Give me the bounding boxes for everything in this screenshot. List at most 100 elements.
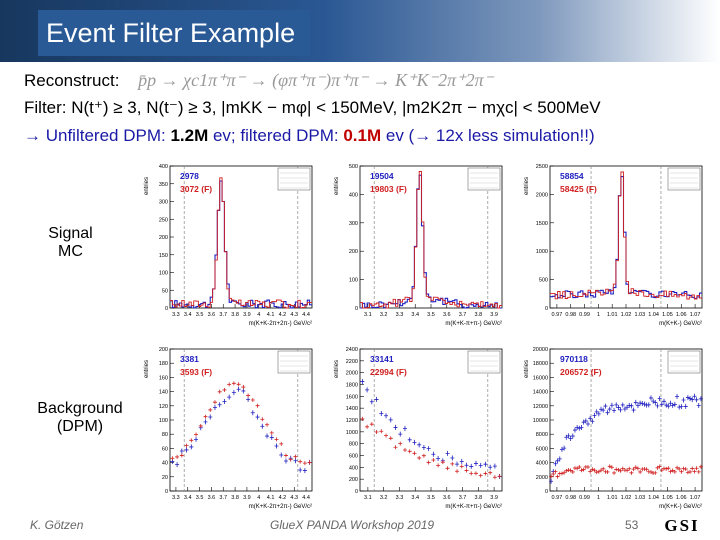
x-tick-label: 3.6: [443, 495, 451, 501]
reconstruct-label: Reconstruct:: [24, 71, 120, 90]
point-filtered: [483, 471, 488, 476]
point-unfiltered: [274, 443, 279, 449]
point-unfiltered: [698, 396, 703, 402]
point-unfiltered: [694, 397, 699, 403]
point-unfiltered: [666, 403, 671, 409]
y-tick-label: 2000: [346, 371, 358, 377]
count-filtered: 22994 (F): [370, 367, 407, 377]
point-unfiltered: [412, 439, 417, 445]
point-filtered: [657, 464, 662, 469]
series-filtered: [170, 177, 312, 309]
point-unfiltered: [464, 462, 469, 468]
point-filtered: [575, 466, 580, 471]
point-filtered: [388, 436, 393, 441]
point-filtered: [570, 469, 575, 474]
point-filtered: [616, 467, 621, 472]
count-filtered: 19803 (F): [370, 184, 407, 194]
x-tick-label: 3.6: [208, 495, 216, 501]
point-filtered: [590, 467, 595, 472]
point-filtered: [690, 466, 695, 471]
point-filtered: [559, 471, 564, 476]
point-filtered: [659, 468, 664, 473]
point-unfiltered: [625, 404, 630, 410]
point-unfiltered: [562, 445, 567, 451]
point-unfiltered: [579, 425, 584, 431]
y-tick-label: 160: [159, 375, 168, 381]
point-filtered: [369, 422, 374, 427]
point-filtered: [677, 466, 682, 471]
point-filtered: [588, 469, 593, 474]
point-unfiltered: [398, 431, 403, 437]
y-tick-label: 2400: [346, 347, 358, 353]
x-tick-label: 4.4: [302, 312, 310, 318]
point-filtered: [629, 470, 634, 475]
point-filtered: [298, 459, 303, 464]
x-tick-label: 0.97: [552, 495, 563, 501]
point-filtered: [683, 467, 688, 472]
x-tick-label: 1.01: [607, 312, 618, 318]
point-filtered: [581, 467, 586, 472]
point-unfiltered: [212, 404, 217, 410]
point-unfiltered: [670, 402, 675, 408]
point-filtered: [250, 398, 255, 403]
count-unfiltered: 3381: [180, 354, 199, 364]
point-filtered: [208, 407, 213, 412]
plot-background-chic-pipi: 0 200 400 600 800 1000 1200 1400 1600 1800 2000 220…: [330, 343, 510, 515]
point-filtered: [618, 468, 623, 473]
point-unfiltered: [227, 394, 232, 400]
y-axis-label: entries: [144, 177, 150, 195]
point-unfiltered: [614, 402, 619, 408]
point-unfiltered: [179, 448, 184, 454]
x-tick-label: 3.8: [475, 495, 483, 501]
point-filtered: [393, 445, 398, 450]
y-tick-label: 800: [349, 442, 358, 448]
y-tick-label: 200: [159, 347, 168, 353]
point-unfiltered: [431, 451, 436, 457]
point-filtered: [627, 466, 632, 471]
point-unfiltered: [690, 397, 695, 403]
point-filtered: [246, 393, 251, 398]
y-tick-label: 0: [165, 489, 168, 495]
x-tick-label: 1.02: [621, 495, 632, 501]
point-filtered: [236, 382, 241, 387]
y-tick-label: 500: [539, 278, 548, 284]
point-filtered: [633, 465, 638, 470]
point-filtered: [631, 467, 636, 472]
point-unfiltered: [298, 467, 303, 473]
point-unfiltered: [696, 402, 701, 408]
x-tick-label: 3.5: [196, 495, 204, 501]
point-unfiltered: [568, 435, 573, 441]
point-unfiltered: [469, 463, 474, 469]
count-unfiltered: 2978: [180, 171, 199, 181]
point-unfiltered: [365, 387, 370, 393]
point-unfiltered: [675, 394, 680, 400]
y-tick-label: 140: [159, 390, 168, 396]
point-filtered: [688, 469, 693, 474]
x-tick-label: 3.8: [231, 495, 239, 501]
point-filtered: [609, 465, 614, 470]
point-unfiltered: [657, 396, 662, 402]
point-unfiltered: [603, 403, 608, 409]
x-tick-label: 3.5: [196, 312, 204, 318]
point-filtered: [644, 467, 649, 472]
x-tick-label: 3.7: [219, 312, 227, 318]
point-filtered: [579, 468, 584, 473]
point-filtered: [398, 441, 403, 446]
y-tick-label: 400: [159, 164, 168, 170]
series-filtered: [360, 171, 502, 309]
y-tick-label: 100: [349, 278, 358, 284]
x-tick-label: 3.3: [396, 495, 404, 501]
point-unfiltered: [681, 397, 686, 403]
point-unfiltered: [662, 398, 666, 404]
point-unfiltered: [388, 417, 393, 423]
y-tick-label: 1000: [536, 249, 548, 255]
point-unfiltered: [553, 461, 558, 467]
point-filtered: [302, 461, 307, 466]
point-filtered: [269, 430, 274, 435]
count-unfiltered: 970118: [560, 354, 588, 364]
y-tick-label: 200: [349, 249, 358, 255]
count-unfiltered: 33141: [370, 354, 394, 364]
x-tick-label: 0.97: [552, 312, 563, 318]
point-unfiltered: [605, 410, 610, 416]
point-unfiltered: [455, 461, 460, 467]
